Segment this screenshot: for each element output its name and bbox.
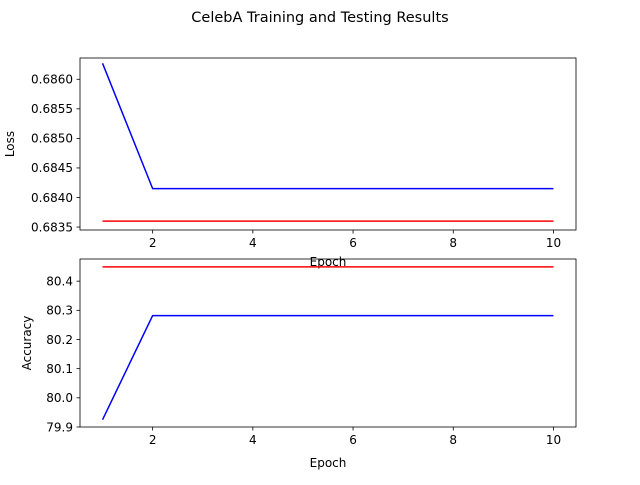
accuracy-y-tick-label: 80.0 <box>46 391 73 405</box>
subplots: 2 4 6 8 10 0.6835 0.6840 0.6845 0.6850 0.6855 0.68… <box>3 57 577 470</box>
accuracy-x-tick-label: 10 <box>546 433 561 447</box>
loss-y-tick-label: 0.6835 <box>31 220 73 234</box>
accuracy-subplot: 2 4 6 8 10 79.9 80.0 80.1 80.2 80.3 80.4 Epoch Accur… <box>20 258 577 470</box>
accuracy-y-tick-label: 80.3 <box>46 304 73 318</box>
loss-x-axis-label: Epoch <box>310 255 347 269</box>
loss-x-tick-label: 10 <box>546 236 561 250</box>
loss-y-tick-label: 0.6845 <box>31 161 73 175</box>
accuracy-y-tick-label: 79.9 <box>46 420 73 434</box>
accuracy-x-axis-label: Epoch <box>310 456 347 470</box>
loss-y-tick-label: 0.6840 <box>31 191 73 205</box>
loss-y-tick-label: 0.6850 <box>31 132 73 146</box>
figure-title: CelebA Training and Testing Results <box>191 10 448 26</box>
loss-y-axis-label: Loss <box>3 131 17 157</box>
accuracy-series-line-1 <box>101 314 554 421</box>
accuracy-x-tick-label: 2 <box>149 433 157 447</box>
accuracy-y-tick-label: 80.1 <box>46 362 73 376</box>
loss-series-line-1 <box>101 63 554 190</box>
accuracy-y-tick-label: 80.4 <box>46 274 73 288</box>
accuracy-x-tick-label: 4 <box>249 433 257 447</box>
accuracy-x-tick-label: 6 <box>349 433 357 447</box>
loss-x-tick-label: 6 <box>349 236 357 250</box>
loss-x-tick-label: 2 <box>149 236 157 250</box>
loss-subplot: 2 4 6 8 10 0.6835 0.6840 0.6845 0.6850 0.6855 0.68… <box>3 57 577 269</box>
loss-axes-frame <box>79 57 577 231</box>
accuracy-y-tick-label: 80.2 <box>46 333 73 347</box>
loss-x-tick-label: 4 <box>249 236 257 250</box>
loss-x-tick-label: 8 <box>449 236 457 250</box>
loss-y-tick-label: 0.6860 <box>31 73 73 87</box>
accuracy-axes-frame <box>79 258 577 428</box>
accuracy-y-axis-label: Accuracy <box>20 316 34 371</box>
accuracy-x-tick-label: 8 <box>449 433 457 447</box>
loss-y-tick-label: 0.6855 <box>31 102 73 116</box>
